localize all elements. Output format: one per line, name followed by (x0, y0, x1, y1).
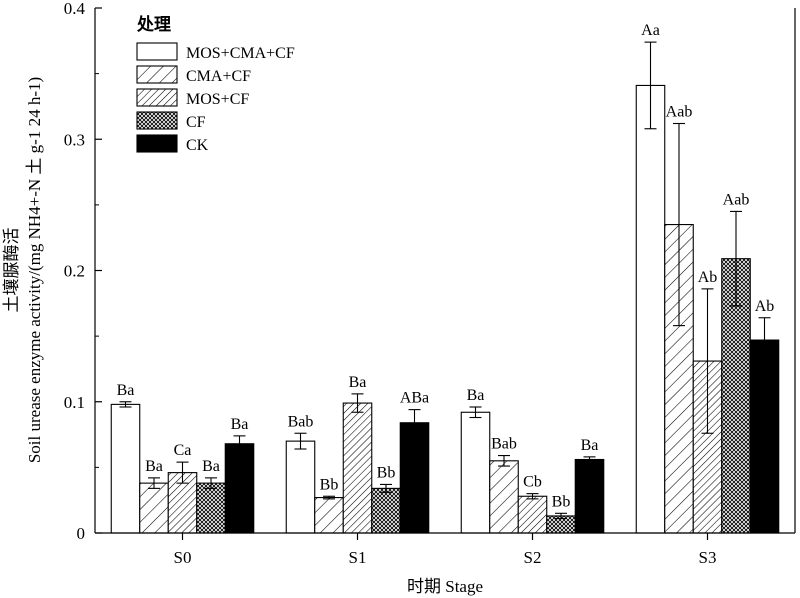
bar-s1-series-4 (371, 487, 401, 534)
y-tick-label: 0 (77, 524, 86, 543)
bar-s3-series-1 (635, 84, 666, 534)
bar-s0-series-5 (224, 443, 255, 534)
bar-significance-label: Ba (231, 416, 249, 433)
bar-s0-series-2 (139, 482, 169, 534)
y-tick-label: 0.1 (64, 393, 85, 412)
bar-significance-label: ABa (400, 390, 429, 407)
x-tick-label-s1: S1 (349, 548, 367, 567)
y-axis-label-en: Soil urease enzyme activity/(mg NH4+-N 土… (25, 77, 44, 463)
bar-s1-series-1 (285, 440, 316, 534)
bar-significance-label: Bb (552, 493, 571, 510)
bar-significance-label: Ba (117, 382, 135, 399)
legend-title: 处理 (136, 14, 171, 34)
bar-significance-label: Bab (491, 436, 517, 453)
bar-s3-series-5 (749, 339, 780, 534)
bar-s2-series-3 (517, 495, 548, 534)
y-tick-label: 0.4 (64, 0, 86, 18)
bar-s2-series-5 (574, 458, 605, 534)
bar-significance-label: Aa (641, 22, 660, 39)
y-tick-label: 0.3 (64, 130, 85, 149)
x-tick-label-s2: S2 (524, 548, 542, 567)
legend-label: CMA+CF (186, 68, 251, 85)
bar-significance-label: Aab (723, 191, 750, 208)
bar-s1-series-5 (399, 422, 430, 534)
bar-significance-label: Ba (202, 458, 220, 475)
bar-s0-series-4 (196, 482, 226, 534)
bar-significance-label: Bb (320, 476, 339, 493)
bar-s2-series-2 (489, 460, 519, 534)
x-axis-label: 时期 Stage (407, 577, 483, 596)
bar-s2-series-1 (460, 411, 491, 534)
legend-label: MOS+CMA+CF (186, 45, 295, 62)
bar-significance-label: Ba (349, 374, 367, 391)
legend-swatch (136, 111, 178, 130)
bar-s1-series-3 (342, 402, 373, 534)
bar-significance-label: Ab (698, 269, 718, 286)
y-axis-label-cn: 土壤脲酶活 (1, 228, 21, 313)
x-tick-label-s3: S3 (699, 548, 717, 567)
legend: 处理 MOS+CMA+CF CMA+CF MOS+CF CF CK (136, 14, 295, 154)
bar-significance-label: Ba (467, 387, 485, 404)
legend-swatch (136, 88, 178, 107)
bar-significance-label: Aab (666, 104, 693, 121)
bar-s0-series-1 (110, 403, 141, 534)
bar-significance-label: Bab (288, 413, 314, 430)
legend-swatch (136, 42, 178, 61)
legend-label: MOS+CF (186, 91, 249, 108)
bar-significance-label: Cb (523, 474, 542, 491)
legend-label: CF (186, 114, 206, 131)
bar-significance-label: Bb (377, 464, 396, 481)
x-tick-label-s0: S0 (174, 548, 192, 567)
y-tick-label: 0.2 (64, 262, 85, 281)
legend-label: CK (186, 137, 209, 154)
bar-significance-label: Ca (174, 442, 192, 459)
bar-significance-label: Ab (755, 298, 775, 315)
bar-s1-series-2 (314, 497, 344, 534)
bar-significance-label: Ba (581, 437, 599, 454)
bar-significance-label: Ba (145, 458, 163, 475)
legend-swatch (136, 134, 178, 153)
legend-swatch (136, 65, 178, 84)
